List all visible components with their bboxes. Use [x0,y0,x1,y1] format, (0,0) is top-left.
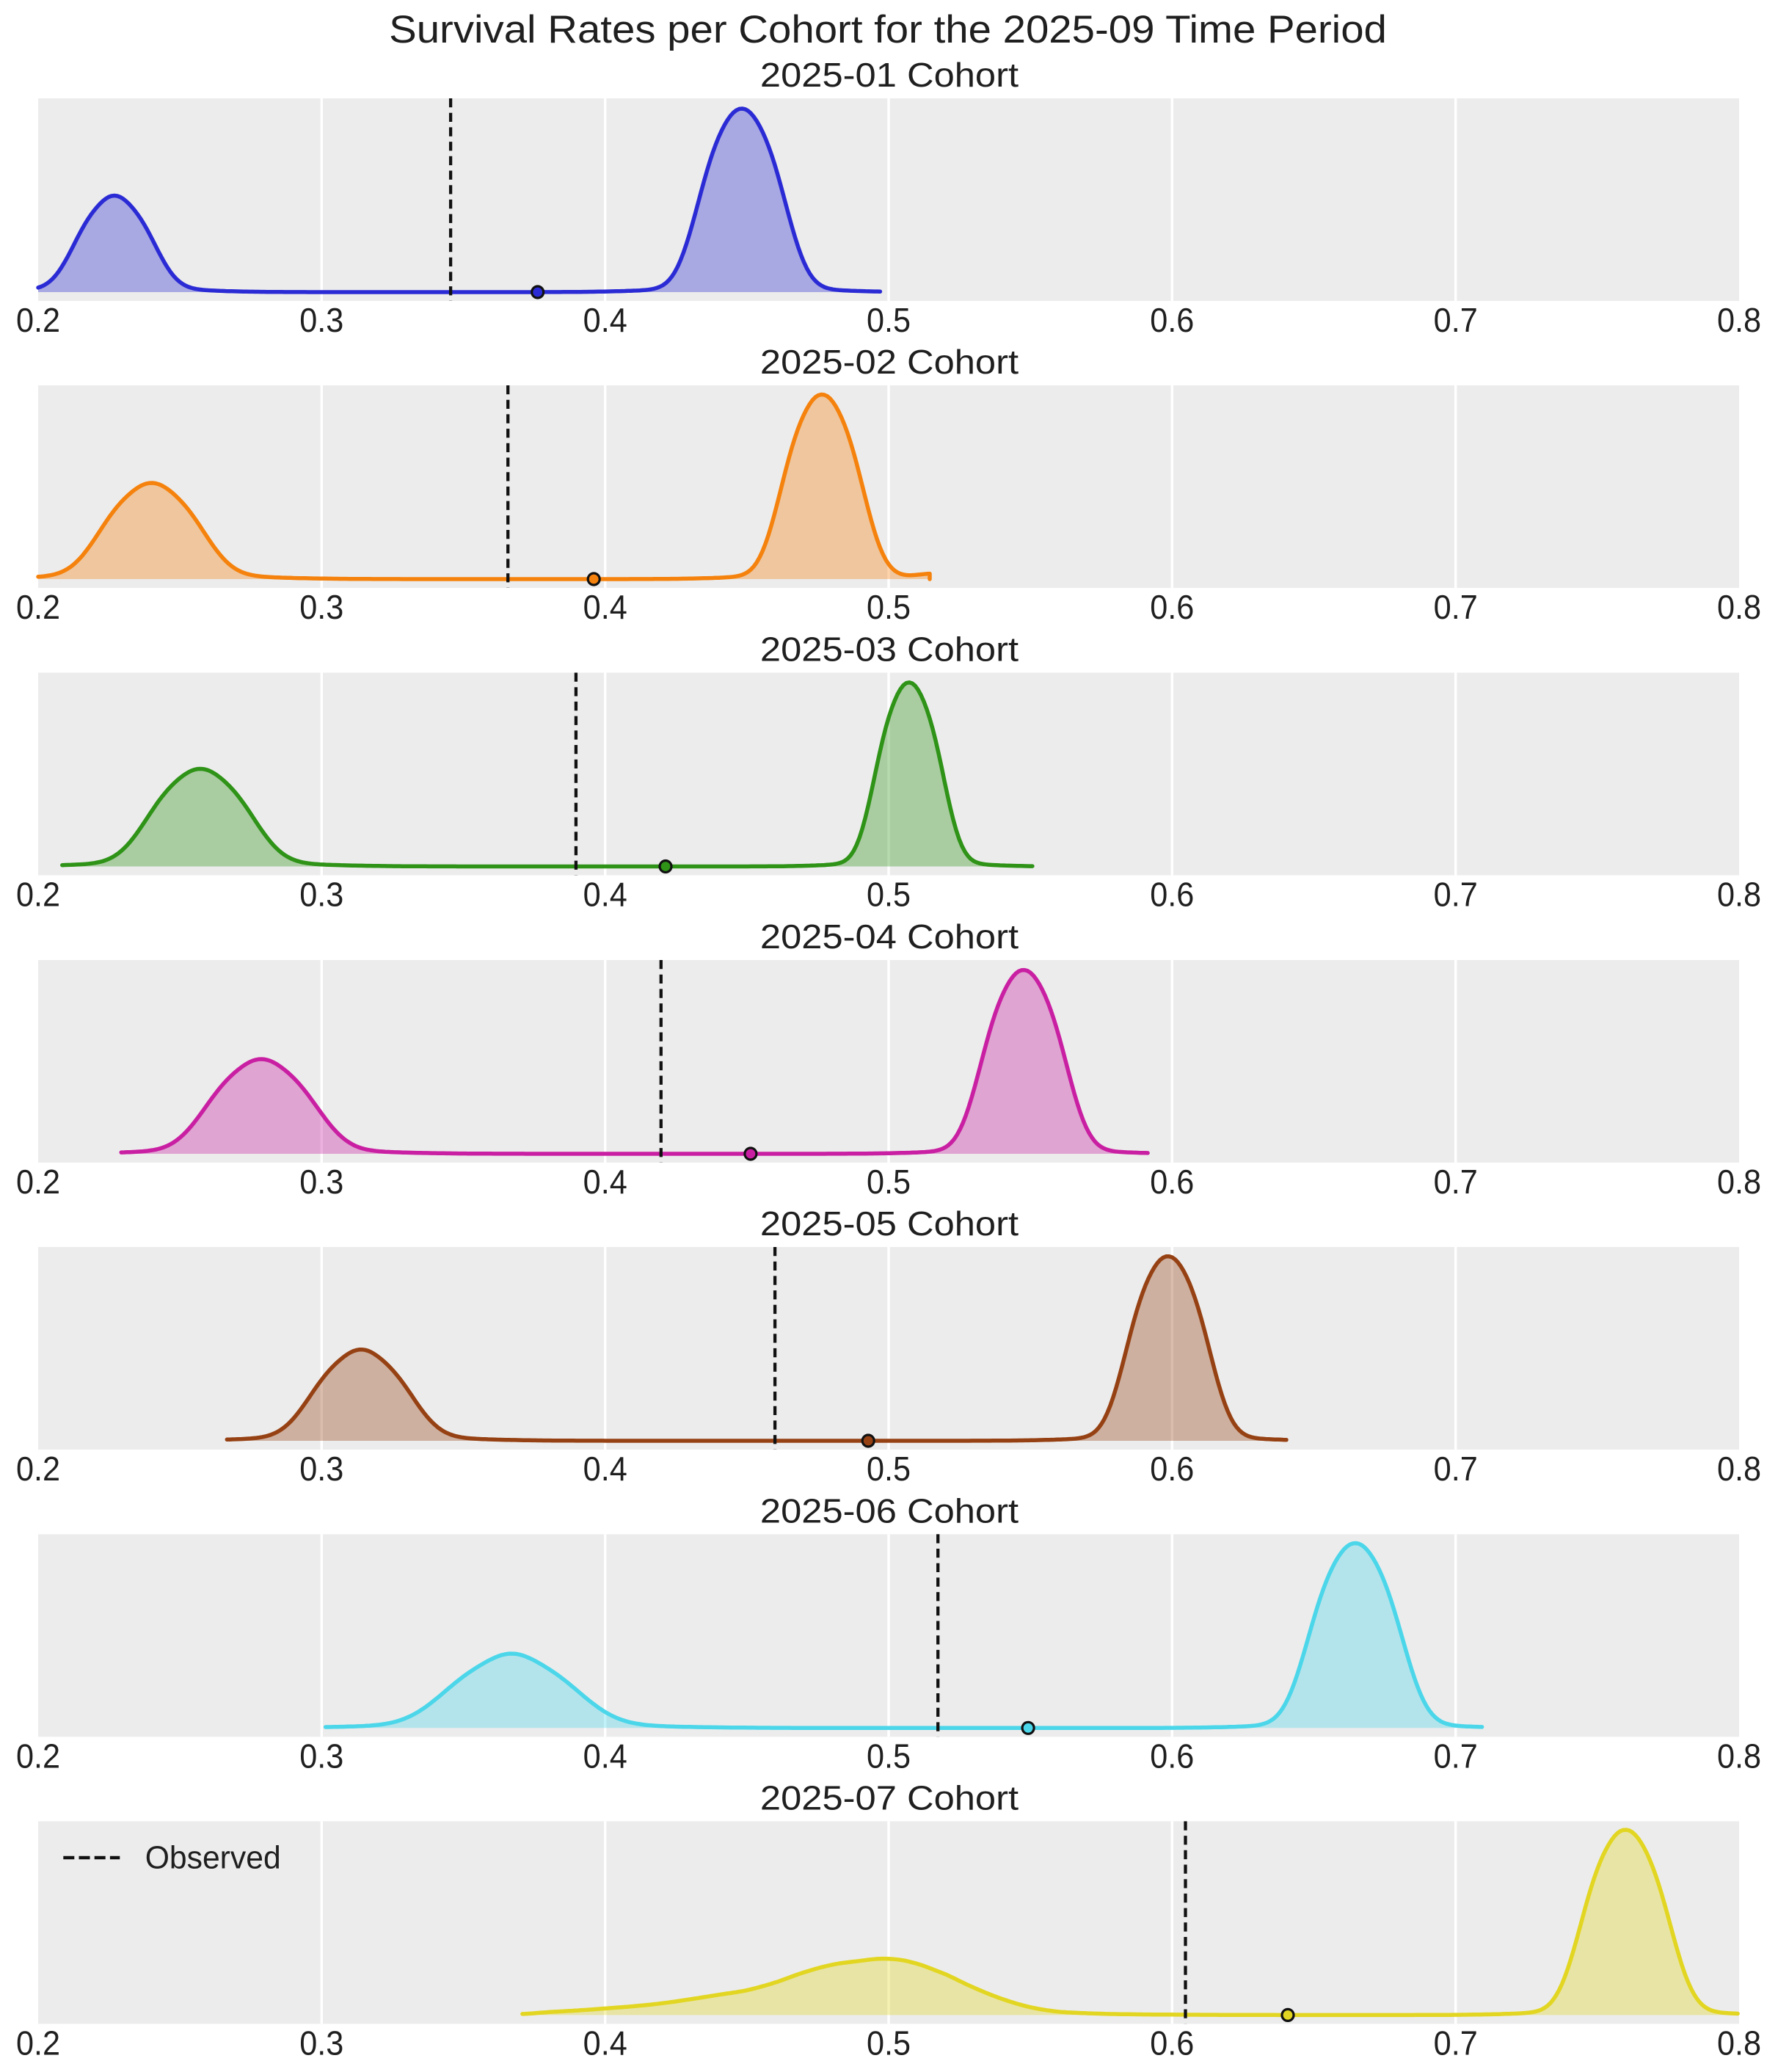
svg-text:0.2: 0.2 [16,589,60,626]
svg-text:0.6: 0.6 [1150,2025,1194,2062]
svg-text:0.5: 0.5 [867,589,911,626]
svg-text:Survival Rates per Cohort for: Survival Rates per Cohort for the 2025-0… [389,7,1387,51]
svg-text:2025-01 Cohort: 2025-01 Cohort [760,57,1019,95]
svg-text:0.4: 0.4 [583,876,627,913]
svg-text:0.4: 0.4 [583,1738,627,1775]
svg-text:0.6: 0.6 [1150,1451,1194,1488]
svg-text:0.8: 0.8 [1717,302,1761,339]
svg-text:0.3: 0.3 [299,589,343,626]
svg-text:0.3: 0.3 [299,876,343,913]
svg-text:0.7: 0.7 [1434,1738,1478,1775]
svg-text:2025-07 Cohort: 2025-07 Cohort [760,1779,1019,1817]
svg-text:0.2: 0.2 [16,302,60,339]
svg-text:0.6: 0.6 [1150,1164,1194,1201]
svg-text:0.2: 0.2 [16,1738,60,1775]
svg-text:0.2: 0.2 [16,1451,60,1488]
svg-text:0.5: 0.5 [867,1164,911,1201]
svg-text:2025-05 Cohort: 2025-05 Cohort [760,1205,1019,1243]
svg-text:0.5: 0.5 [867,876,911,913]
svg-text:2025-06 Cohort: 2025-06 Cohort [760,1492,1019,1530]
svg-text:2025-03 Cohort: 2025-03 Cohort [760,630,1019,669]
svg-text:0.6: 0.6 [1150,1738,1194,1775]
svg-text:0.6: 0.6 [1150,589,1194,626]
svg-text:0.2: 0.2 [16,876,60,913]
svg-text:0.5: 0.5 [867,2025,911,2062]
svg-text:0.8: 0.8 [1717,1451,1761,1488]
svg-text:0.2: 0.2 [16,2025,60,2062]
svg-text:0.6: 0.6 [1150,876,1194,913]
svg-text:0.3: 0.3 [299,1451,343,1488]
svg-text:0.7: 0.7 [1434,1164,1478,1201]
svg-text:Observed: Observed [145,1840,281,1876]
svg-text:0.8: 0.8 [1717,2025,1761,2062]
svg-text:0.3: 0.3 [299,1164,343,1201]
svg-text:0.4: 0.4 [583,1451,627,1488]
svg-text:0.7: 0.7 [1434,589,1478,626]
svg-text:0.4: 0.4 [583,302,627,339]
svg-text:0.3: 0.3 [299,302,343,339]
svg-text:0.5: 0.5 [867,1738,911,1775]
svg-text:0.8: 0.8 [1717,1164,1761,1201]
svg-text:0.8: 0.8 [1717,876,1761,913]
svg-text:0.3: 0.3 [299,1738,343,1775]
svg-text:0.3: 0.3 [299,2025,343,2062]
svg-text:0.7: 0.7 [1434,2025,1478,2062]
svg-text:0.6: 0.6 [1150,302,1194,339]
svg-text:0.2: 0.2 [16,1164,60,1201]
svg-text:0.4: 0.4 [583,589,627,626]
svg-text:0.7: 0.7 [1434,1451,1478,1488]
svg-text:0.8: 0.8 [1717,1738,1761,1775]
svg-text:0.8: 0.8 [1717,589,1761,626]
svg-text:2025-04 Cohort: 2025-04 Cohort [760,918,1019,956]
svg-text:0.4: 0.4 [583,1164,627,1201]
svg-text:0.7: 0.7 [1434,876,1478,913]
svg-text:0.7: 0.7 [1434,302,1478,339]
svg-text:2025-02 Cohort: 2025-02 Cohort [760,343,1019,382]
svg-text:0.5: 0.5 [867,1451,911,1488]
svg-text:0.4: 0.4 [583,2025,627,2062]
svg-text:0.5: 0.5 [867,302,911,339]
